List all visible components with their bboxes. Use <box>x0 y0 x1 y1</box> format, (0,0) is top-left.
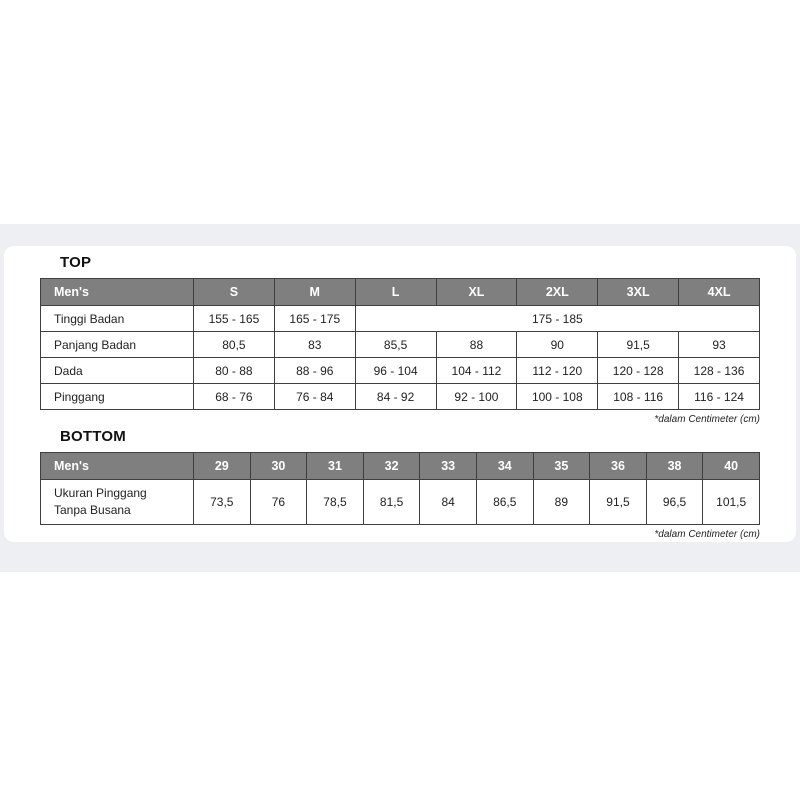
bottom-table-header: Men's 29 30 31 32 33 34 35 36 38 40 <box>40 452 760 480</box>
value-cell: 100 - 108 <box>516 383 599 410</box>
size-column-header: M <box>273 278 356 306</box>
value-cell: 96,5 <box>645 479 704 525</box>
bottom-table-body: Ukuran Pinggang Tanpa Busana 73,5 76 78,5 81… <box>40 479 760 525</box>
value-cell: 93 <box>678 331 760 358</box>
top-table-footnote: *dalam Centimeter (cm) <box>654 414 760 425</box>
size-column-header: XL <box>435 278 518 306</box>
size-column-header: 32 <box>362 452 421 480</box>
row-label-column-header: Men's <box>40 278 194 306</box>
size-column-header: 35 <box>532 452 591 480</box>
size-column-header: S <box>193 278 275 306</box>
bottom-section-heading: BOTTOM <box>60 428 126 445</box>
value-cell: 108 - 116 <box>597 383 680 410</box>
size-chart-content: TOP Men's S M L XL 2XL 3XL 4XL Tinggi Badan 155 … <box>4 246 796 540</box>
header-row: Men's 29 30 31 32 33 34 35 36 38 40 <box>40 452 760 480</box>
value-cell: 96 - 104 <box>354 357 437 384</box>
size-column-header: 4XL <box>678 278 760 306</box>
size-column-header: 31 <box>306 452 364 480</box>
value-cell: 68 - 76 <box>193 383 275 410</box>
row-label: Tinggi Badan <box>40 305 194 332</box>
value-cell: 84 <box>419 479 477 525</box>
value-cell: 76 - 84 <box>273 383 356 410</box>
value-cell: 104 - 112 <box>435 357 518 384</box>
table-row: Panjang Badan 80,5 83 85,5 88 90 91,5 93 <box>40 331 760 358</box>
value-cell: 88 - 96 <box>273 357 356 384</box>
value-cell: 88 <box>435 331 518 358</box>
value-cell: 165 - 175 <box>273 305 356 332</box>
value-cell: 90 <box>516 331 599 358</box>
value-cell: 84 - 92 <box>354 383 437 410</box>
value-cell: 120 - 128 <box>597 357 680 384</box>
table-row: Pinggang 68 - 76 76 - 84 84 - 92 92 - 100 100… <box>40 383 760 410</box>
value-cell: 175 - 185 <box>354 305 761 332</box>
value-cell: 91,5 <box>589 479 647 525</box>
bottom-size-table: Men's 29 30 31 32 33 34 35 36 38 40 Ukuran Pinggan… <box>40 452 760 525</box>
value-cell: 128 - 136 <box>678 357 760 384</box>
size-column-header: 38 <box>645 452 704 480</box>
value-cell: 78,5 <box>306 479 364 525</box>
value-cell: 81,5 <box>362 479 421 525</box>
row-label: Panjang Badan <box>40 331 194 358</box>
top-section-heading: TOP <box>60 254 92 271</box>
value-cell: 86,5 <box>475 479 534 525</box>
size-column-header: 30 <box>249 452 308 480</box>
size-column-header: 3XL <box>597 278 680 306</box>
value-cell: 116 - 124 <box>678 383 760 410</box>
size-column-header: 2XL <box>516 278 599 306</box>
row-label: Pinggang <box>40 383 194 410</box>
value-cell: 155 - 165 <box>193 305 275 332</box>
size-chart-card: TOP Men's S M L XL 2XL 3XL 4XL Tinggi Badan 155 … <box>4 246 796 542</box>
table-row: Tinggi Badan 155 - 165 165 - 175 175 - 185 <box>40 305 761 332</box>
value-cell: 89 <box>532 479 591 525</box>
row-label-column-header: Men's <box>40 452 194 480</box>
value-cell: 92 - 100 <box>435 383 518 410</box>
value-cell: 112 - 120 <box>516 357 599 384</box>
top-size-table: Men's S M L XL 2XL 3XL 4XL Tinggi Badan 155 - 16… <box>40 278 761 410</box>
bottom-table-footnote: *dalam Centimeter (cm) <box>654 529 760 540</box>
table-row: Dada 80 - 88 88 - 96 96 - 104 104 - 112 112 -… <box>40 357 760 384</box>
size-column-header: 33 <box>419 452 477 480</box>
top-table-body: Tinggi Badan 155 - 165 165 - 175 175 - 185 P… <box>40 305 761 410</box>
value-cell: 76 <box>249 479 308 525</box>
value-cell: 85,5 <box>354 331 437 358</box>
header-row: Men's S M L XL 2XL 3XL 4XL <box>40 278 760 306</box>
size-column-header: 36 <box>589 452 647 480</box>
row-label: Ukuran Pinggang Tanpa Busana <box>40 479 194 525</box>
value-cell: 83 <box>273 331 356 358</box>
size-column-header: 29 <box>193 452 251 480</box>
value-cell: 91,5 <box>597 331 680 358</box>
table-row: Ukuran Pinggang Tanpa Busana 73,5 76 78,5 81… <box>40 479 760 525</box>
value-cell: 73,5 <box>193 479 251 525</box>
size-column-header: 40 <box>702 452 760 480</box>
value-cell: 101,5 <box>702 479 760 525</box>
value-cell: 80,5 <box>193 331 275 358</box>
value-cell: 80 - 88 <box>193 357 275 384</box>
size-column-header: 34 <box>475 452 534 480</box>
row-label: Dada <box>40 357 194 384</box>
size-column-header: L <box>354 278 437 306</box>
top-table-header: Men's S M L XL 2XL 3XL 4XL <box>40 278 760 306</box>
